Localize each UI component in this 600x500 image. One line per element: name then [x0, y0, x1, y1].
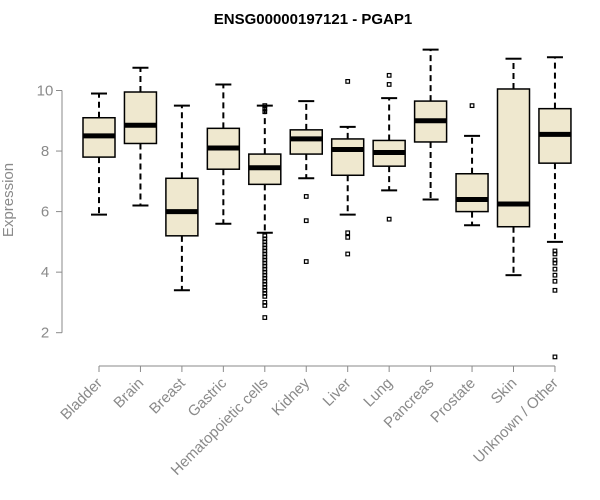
iqr-box [289, 129, 323, 155]
iqr-box [330, 138, 365, 177]
iqr-box [165, 177, 199, 237]
outlier-point [552, 278, 558, 284]
outlier-point [552, 266, 558, 272]
y-tick-label: 8 [41, 143, 49, 160]
outlier-point [386, 216, 392, 222]
y-axis: 2 4 6 8 10 [37, 82, 63, 342]
box-gastric [206, 83, 241, 225]
x-tick-label: Bladder [57, 375, 106, 424]
x-tick-label: Liver [320, 375, 355, 410]
y-axis-label: Expression [0, 163, 17, 237]
outlier-point [552, 354, 558, 360]
outlier-point [345, 251, 351, 257]
box-hematopoietic-cells [248, 103, 282, 320]
box-brain [123, 66, 158, 207]
box-lung [372, 72, 406, 222]
outlier-point [262, 109, 268, 115]
y-tick-label: 4 [41, 264, 49, 281]
x-tick-label: Lung [360, 375, 396, 411]
outlier-point [552, 251, 558, 257]
outlier-point [386, 72, 392, 78]
outlier-point [345, 234, 351, 240]
boxes-group [82, 48, 572, 360]
box-liver [330, 79, 365, 257]
outlier-point [552, 287, 558, 293]
outlier-point [303, 194, 309, 199]
box-bladder [82, 92, 116, 216]
y-tick-label: 2 [41, 325, 49, 342]
box-kidney [289, 100, 323, 264]
outlier-point [552, 260, 558, 266]
outlier-point [345, 230, 351, 236]
box-pancreas [413, 48, 448, 201]
chart-title: ENSG00000197121 - PGAP1 [214, 11, 412, 28]
outlier-point [345, 79, 351, 84]
box-skin [496, 57, 531, 277]
x-tick-label: Skin [488, 375, 521, 408]
y-tick-label: 10 [37, 82, 54, 99]
outlier-point [262, 303, 268, 308]
outlier-point [262, 293, 268, 299]
x-tick-label: Breast [146, 374, 189, 417]
outlier-point [386, 82, 392, 87]
outlier-point [469, 103, 475, 109]
outlier-point [303, 259, 309, 264]
outlier-point [262, 315, 268, 320]
iqr-box [123, 91, 158, 145]
x-tick-label: Kidney [269, 374, 314, 419]
x-tick-label: Brain [110, 375, 147, 412]
box-prostate [455, 103, 489, 227]
outlier-point [552, 272, 558, 278]
box-breast [165, 104, 199, 292]
box-unknown-other [538, 56, 572, 360]
x-tick-label: Prostate [427, 375, 479, 427]
iqr-box [455, 173, 489, 213]
y-tick-label: 6 [41, 204, 49, 221]
outlier-point [303, 218, 309, 224]
